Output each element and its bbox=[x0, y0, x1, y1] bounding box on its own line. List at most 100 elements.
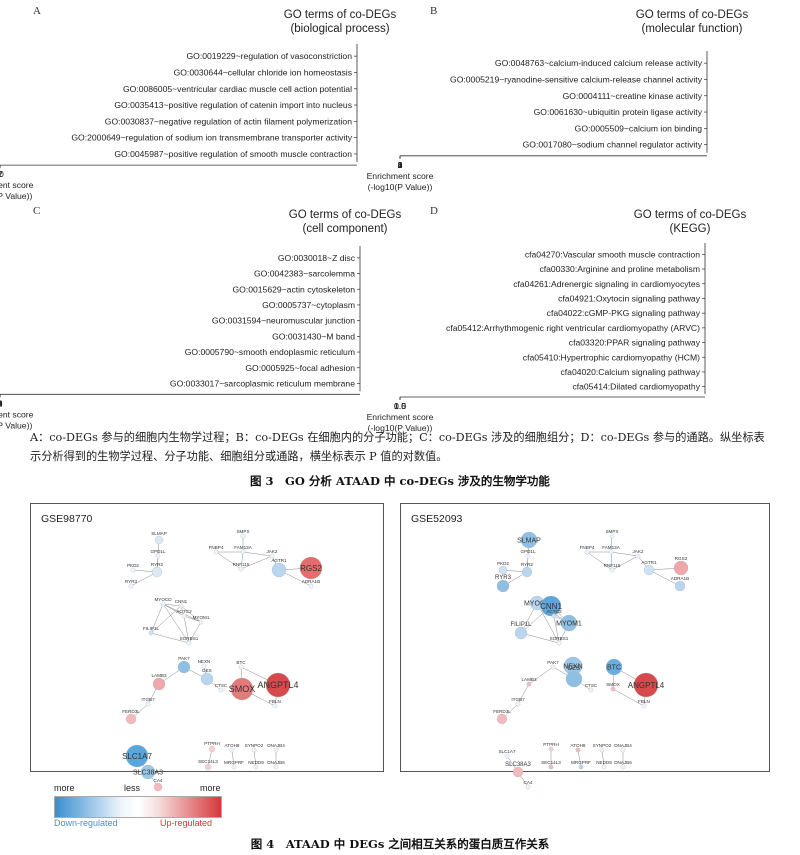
network-title: GSE52093 bbox=[411, 513, 463, 525]
x-tick-label: 0.5 bbox=[394, 401, 406, 411]
network-node bbox=[601, 764, 607, 770]
network-node bbox=[526, 681, 532, 687]
network-node bbox=[251, 747, 257, 753]
network-node bbox=[213, 549, 219, 555]
network-node bbox=[271, 562, 287, 578]
network-node-label: PKD2 bbox=[127, 563, 139, 568]
category-label: GO:0042383~sarcolemma bbox=[254, 269, 355, 279]
network-node bbox=[498, 565, 508, 575]
category-label: GO:0019229~regulation of vasoconstrictio… bbox=[186, 51, 352, 61]
network-node bbox=[540, 595, 562, 617]
category-label: GO:0005219~ryanodine-sensitive calcium-r… bbox=[450, 74, 703, 84]
x-tick-label: 0 bbox=[398, 160, 403, 170]
bar-chart-a: A GO terms of co-DEGs (biological process)… bbox=[0, 5, 396, 201]
legend-more-left: more bbox=[54, 783, 75, 793]
network-node-label: ANGPTL4 bbox=[628, 681, 665, 690]
panel-letter: D bbox=[430, 205, 438, 217]
network-node-label: PAK7 bbox=[547, 660, 559, 665]
network-node bbox=[525, 553, 531, 559]
network-node bbox=[560, 614, 578, 632]
network-node bbox=[548, 746, 554, 752]
network-node-label: SEC14L3 bbox=[198, 759, 218, 764]
network-edge bbox=[162, 603, 185, 617]
network-node-label: RGS2 bbox=[675, 556, 688, 561]
panel-subtitle: (cell component) bbox=[302, 223, 387, 235]
network-node-label: FAM13A bbox=[602, 545, 621, 550]
network-graph: SLMAP GPD1L PKD2 RYR2 RYR3 SMPX FNBP4 FAM13A RNF… bbox=[122, 529, 322, 792]
network-node-label: ATOH8 bbox=[225, 743, 240, 748]
network-node bbox=[588, 687, 594, 693]
network-graph-gse98770: GSE98770 SLMAP GPD1L PKD2 RYR2 RYR3 SMPX FNBP4 F… bbox=[41, 513, 322, 792]
network-edge bbox=[183, 615, 202, 623]
network-node bbox=[521, 566, 533, 578]
x-tick-label: 1 bbox=[0, 169, 3, 179]
network-node bbox=[633, 672, 659, 698]
network-node-label: MYOM1 bbox=[556, 620, 582, 627]
network-node-label: SLC1A7 bbox=[122, 752, 152, 761]
network-graph: SLMAP GPD1L PKD2 RYR2 RYR3 SMPX FNBP4 FAM13A RNF… bbox=[493, 529, 689, 790]
network-node-label: FAM13A bbox=[234, 545, 253, 550]
network-node bbox=[496, 713, 508, 725]
category-label: GO:0030018~Z disc bbox=[278, 253, 356, 263]
network-node bbox=[609, 533, 615, 539]
network-node bbox=[155, 553, 161, 559]
network-graph-gse52093: GSE52093 SLMAP GPD1L PKD2 RYR2 RYR3 SMPX FNBP4 F… bbox=[411, 513, 689, 790]
category-label: GO:0005509~calcium ion binding bbox=[575, 123, 703, 133]
network-node bbox=[269, 553, 275, 559]
x-tick-label: 2 bbox=[0, 398, 3, 408]
network-node bbox=[496, 579, 510, 593]
network-edge bbox=[180, 605, 202, 623]
network-node bbox=[643, 564, 655, 576]
network-node bbox=[605, 658, 623, 676]
network-node bbox=[674, 580, 686, 592]
network-node-label: DNAJB4 bbox=[267, 743, 285, 748]
network-node-label: FNBP4 bbox=[580, 545, 595, 550]
network-node bbox=[272, 703, 278, 709]
network-node bbox=[551, 613, 557, 619]
network-node bbox=[550, 664, 556, 670]
category-label: cfa05410:Hypertrophic cardiomyopathy (HC… bbox=[523, 352, 700, 362]
network-node bbox=[231, 764, 237, 770]
network-node bbox=[125, 713, 137, 725]
x-axis-label: Enrichment score bbox=[367, 412, 434, 422]
network-node-label: FILIP1L bbox=[143, 626, 160, 631]
network-node-label: CNN1 bbox=[540, 602, 562, 611]
network-node-label: MRGPRF bbox=[224, 760, 244, 765]
network-edge bbox=[183, 615, 190, 644]
network-node-label: RGS2 bbox=[300, 564, 322, 573]
network-node bbox=[140, 764, 156, 780]
network-node bbox=[525, 784, 531, 790]
network-edge bbox=[536, 602, 560, 644]
x-axis-label: Enrichment score bbox=[0, 180, 34, 190]
panel-title: GO terms of co-DEGs bbox=[636, 9, 749, 21]
x-axis-label: Enrichment score bbox=[367, 171, 434, 181]
network-node-label: AGTR1 bbox=[641, 560, 657, 565]
network-node bbox=[515, 701, 521, 707]
network-node-label: ANGPTL4 bbox=[257, 680, 298, 690]
network-node bbox=[520, 531, 538, 549]
network-edge bbox=[188, 621, 202, 644]
network-node-label: SLC38A3 bbox=[133, 769, 163, 776]
x-tick-label: 3 bbox=[0, 398, 3, 408]
network-node-label: PTPRH bbox=[204, 741, 220, 746]
network-node-label: FERD3L bbox=[493, 709, 511, 714]
network-node bbox=[565, 670, 583, 688]
network-node-label: DNAJB6 bbox=[614, 760, 632, 765]
category-label: GO:0048763~calcium-induced calcium relea… bbox=[495, 58, 703, 68]
category-label: GO:0005925~focal adhesion bbox=[245, 363, 355, 373]
network-edge bbox=[517, 683, 530, 705]
network-node bbox=[238, 664, 244, 670]
category-label: GO:0005737~cytoplasm bbox=[262, 300, 355, 310]
network-edge bbox=[528, 666, 554, 685]
network-edge bbox=[610, 551, 639, 557]
category-label: cfa04261:Adrenergic signaling in cardiom… bbox=[513, 279, 700, 289]
network-node-label: SMPX bbox=[236, 529, 249, 534]
category-label: cfa04921:Oxytocin signaling pathway bbox=[558, 293, 701, 303]
network-node bbox=[128, 583, 134, 589]
network-edge bbox=[162, 603, 202, 623]
network-node bbox=[641, 703, 647, 709]
network-node-label: ITGB7 bbox=[511, 697, 525, 702]
panel-b: B GO terms of co-DEGs (molecular function)… bbox=[367, 0, 800, 200]
network-node-label: MYOCD bbox=[524, 600, 550, 607]
network-node bbox=[238, 566, 244, 572]
